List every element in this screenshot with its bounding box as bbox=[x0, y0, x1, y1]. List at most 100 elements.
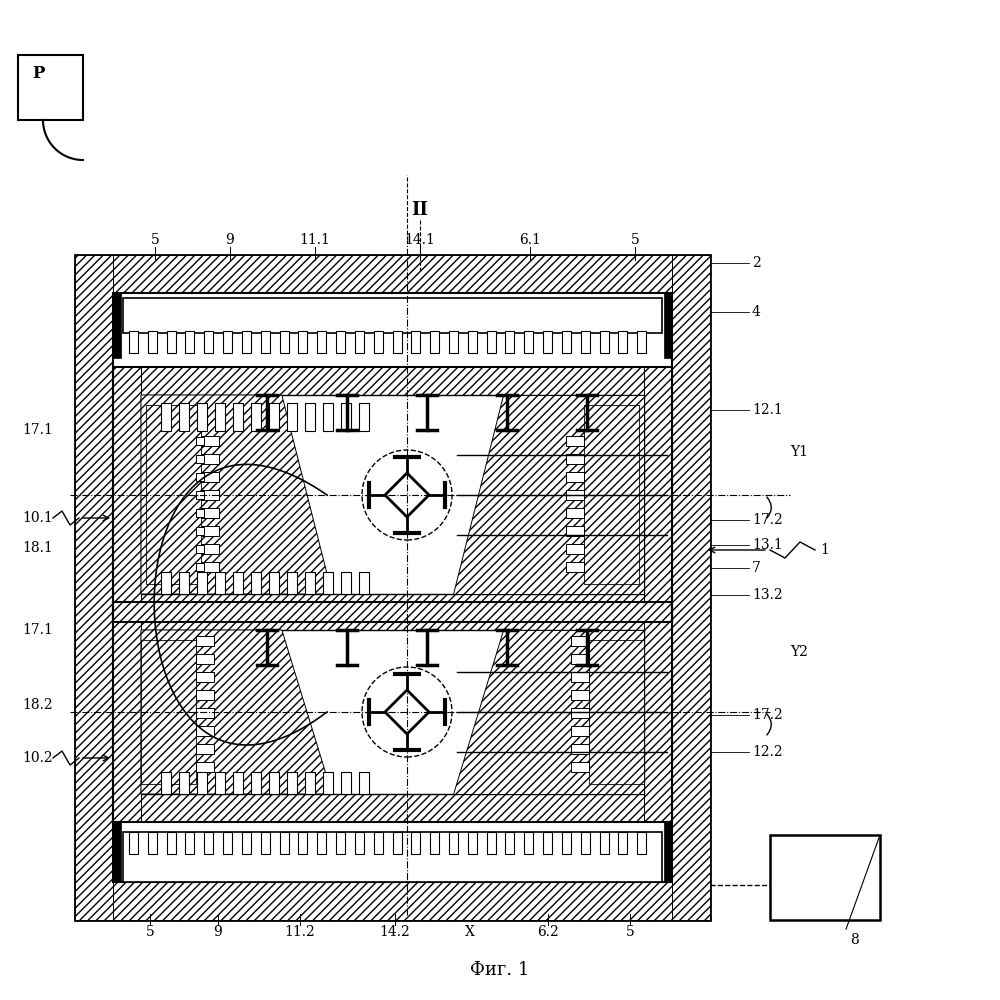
Bar bbox=[201, 436, 219, 446]
Bar bbox=[113, 602, 141, 822]
Bar bbox=[197, 572, 207, 594]
Bar bbox=[487, 331, 496, 353]
Polygon shape bbox=[385, 473, 429, 517]
Bar bbox=[201, 508, 219, 518]
Bar bbox=[589, 640, 644, 784]
Bar bbox=[562, 331, 571, 353]
Polygon shape bbox=[141, 395, 332, 594]
Bar bbox=[261, 331, 270, 353]
Bar bbox=[161, 772, 171, 794]
Bar bbox=[123, 298, 662, 333]
Bar bbox=[449, 331, 458, 353]
Bar bbox=[196, 636, 214, 646]
Bar bbox=[233, 572, 243, 594]
Bar bbox=[430, 832, 439, 854]
Polygon shape bbox=[453, 395, 644, 594]
Bar bbox=[179, 572, 189, 594]
Bar bbox=[581, 832, 590, 854]
Bar bbox=[581, 331, 590, 353]
Bar bbox=[185, 832, 194, 854]
Bar bbox=[113, 367, 141, 622]
Text: 17.1: 17.1 bbox=[23, 623, 53, 637]
Text: P: P bbox=[32, 64, 44, 82]
Bar bbox=[113, 367, 672, 622]
Bar bbox=[355, 331, 364, 353]
Text: 4: 4 bbox=[752, 305, 761, 319]
Bar bbox=[341, 772, 351, 794]
Bar bbox=[287, 403, 297, 431]
Bar bbox=[664, 293, 672, 358]
Bar bbox=[566, 508, 584, 518]
Bar bbox=[161, 403, 171, 431]
Bar bbox=[204, 832, 213, 854]
Bar bbox=[196, 473, 204, 481]
Polygon shape bbox=[385, 690, 429, 734]
Bar bbox=[543, 832, 552, 854]
Bar bbox=[468, 832, 477, 854]
Text: II: II bbox=[412, 201, 428, 219]
Text: 5: 5 bbox=[626, 925, 634, 939]
Bar bbox=[411, 832, 420, 854]
Bar bbox=[341, 403, 351, 431]
Bar bbox=[411, 331, 420, 353]
Bar bbox=[196, 491, 204, 499]
Text: 10.2: 10.2 bbox=[23, 751, 53, 765]
Bar bbox=[566, 562, 584, 572]
Text: 9: 9 bbox=[214, 925, 222, 939]
Bar bbox=[392, 832, 402, 854]
Bar bbox=[204, 331, 213, 353]
Bar bbox=[323, 403, 333, 431]
Bar bbox=[336, 832, 345, 854]
Bar bbox=[196, 509, 204, 517]
Polygon shape bbox=[141, 630, 332, 794]
Text: 11.2: 11.2 bbox=[285, 925, 315, 939]
Bar bbox=[571, 636, 589, 646]
Bar bbox=[148, 331, 157, 353]
Bar bbox=[223, 832, 232, 854]
Bar bbox=[113, 293, 121, 358]
Bar bbox=[600, 832, 609, 854]
Text: 14.1: 14.1 bbox=[405, 233, 435, 247]
Bar bbox=[562, 832, 571, 854]
Text: 5: 5 bbox=[631, 233, 639, 247]
Bar bbox=[571, 690, 589, 700]
Bar bbox=[251, 772, 261, 794]
Text: Y2: Y2 bbox=[790, 645, 808, 659]
Text: 7: 7 bbox=[752, 561, 761, 575]
Bar bbox=[113, 794, 672, 822]
Bar bbox=[233, 772, 243, 794]
Bar bbox=[196, 563, 204, 571]
Bar bbox=[571, 654, 589, 664]
Bar bbox=[196, 726, 214, 736]
Bar bbox=[113, 293, 672, 882]
Bar bbox=[543, 331, 552, 353]
Bar bbox=[201, 526, 219, 536]
Bar bbox=[571, 672, 589, 682]
Bar bbox=[196, 762, 214, 772]
Bar bbox=[359, 403, 369, 431]
Bar bbox=[359, 572, 369, 594]
Bar bbox=[359, 772, 369, 794]
Bar bbox=[201, 454, 219, 464]
Polygon shape bbox=[453, 630, 644, 794]
Bar bbox=[584, 405, 639, 584]
Text: 10.1: 10.1 bbox=[23, 511, 53, 525]
Bar bbox=[242, 331, 251, 353]
Bar bbox=[468, 331, 477, 353]
Bar bbox=[201, 562, 219, 572]
Bar bbox=[129, 832, 138, 854]
Bar bbox=[664, 817, 672, 882]
Text: 17.2: 17.2 bbox=[752, 513, 783, 527]
Bar bbox=[196, 455, 204, 463]
Bar bbox=[196, 708, 214, 718]
Bar bbox=[323, 772, 333, 794]
Bar bbox=[269, 572, 279, 594]
Bar bbox=[196, 527, 204, 535]
Bar bbox=[566, 472, 584, 482]
Bar bbox=[18, 55, 83, 120]
Text: 17.2: 17.2 bbox=[752, 708, 783, 722]
Bar bbox=[196, 545, 204, 553]
Bar bbox=[269, 772, 279, 794]
Bar bbox=[141, 630, 644, 794]
Bar bbox=[644, 367, 672, 622]
